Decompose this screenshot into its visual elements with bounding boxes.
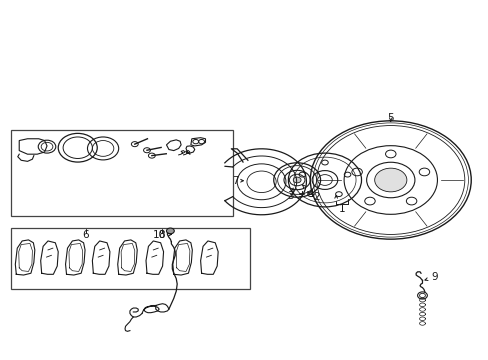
Text: 5: 5 <box>386 113 393 123</box>
Text: 6: 6 <box>82 230 89 239</box>
Circle shape <box>166 228 174 234</box>
Text: 9: 9 <box>424 272 437 282</box>
Circle shape <box>374 168 406 192</box>
Text: 1: 1 <box>338 204 345 215</box>
Text: 3: 3 <box>287 188 294 201</box>
Polygon shape <box>166 140 181 150</box>
Text: 7: 7 <box>232 176 243 186</box>
Bar <box>11 130 233 216</box>
Text: 8: 8 <box>158 230 164 239</box>
Text: 10: 10 <box>152 230 171 239</box>
Polygon shape <box>190 138 205 146</box>
Polygon shape <box>19 139 47 154</box>
Circle shape <box>293 177 301 183</box>
Text: 2: 2 <box>307 192 319 202</box>
Bar <box>11 228 250 289</box>
Text: 4: 4 <box>302 185 313 199</box>
